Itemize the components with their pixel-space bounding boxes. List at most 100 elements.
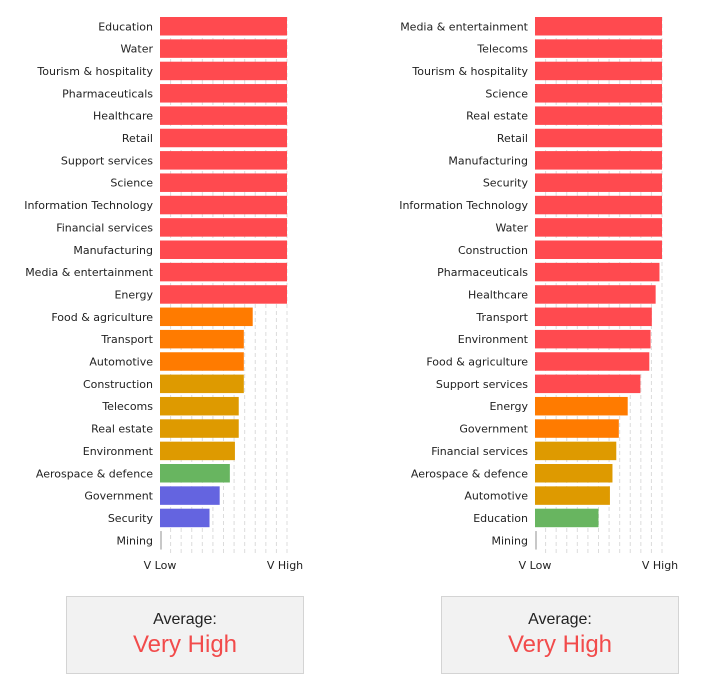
bar bbox=[535, 173, 662, 192]
category-label: Transport bbox=[100, 333, 153, 346]
bar bbox=[160, 464, 230, 483]
average-title: Average: bbox=[153, 611, 217, 628]
bar bbox=[160, 128, 287, 148]
category-label: Manufacturing bbox=[448, 154, 528, 167]
category-label: Energy bbox=[489, 400, 528, 413]
bar bbox=[160, 151, 287, 170]
bar bbox=[535, 106, 662, 125]
sector-risk-chart-right: Media & entertainment Telecoms Tourism & h… bbox=[399, 17, 678, 572]
category-label: Information Technology bbox=[24, 199, 153, 212]
category-label: Healthcare bbox=[93, 110, 153, 123]
category-label: Financial services bbox=[431, 445, 528, 458]
average-box-left: Average: Very High bbox=[66, 596, 304, 674]
bar bbox=[535, 240, 662, 259]
bar bbox=[535, 285, 656, 304]
bar bbox=[160, 307, 253, 327]
category-label: Pharmaceuticals bbox=[62, 87, 153, 100]
category-label: Water bbox=[120, 43, 153, 56]
bar bbox=[160, 39, 287, 58]
bar bbox=[160, 531, 162, 550]
category-label: Media & entertainment bbox=[400, 20, 528, 33]
bar bbox=[160, 352, 244, 371]
category-label: Automotive bbox=[464, 490, 528, 503]
bar bbox=[535, 329, 651, 349]
bar bbox=[535, 374, 641, 394]
category-label: Food & agriculture bbox=[426, 356, 528, 369]
category-label: Tourism & hospitality bbox=[36, 65, 153, 78]
bar bbox=[535, 218, 662, 237]
bar bbox=[535, 84, 662, 103]
category-label: Environment bbox=[83, 445, 154, 458]
average-box-right: Average: Very High bbox=[441, 596, 679, 674]
bar bbox=[535, 419, 619, 438]
bar bbox=[535, 464, 613, 483]
bar bbox=[160, 396, 239, 416]
category-label: Manufacturing bbox=[73, 244, 153, 257]
bar bbox=[535, 17, 662, 36]
category-label: Automotive bbox=[89, 356, 153, 369]
category-label: Education bbox=[473, 512, 528, 525]
bar bbox=[535, 508, 599, 528]
average-value: Very High bbox=[132, 631, 238, 658]
bar bbox=[535, 441, 617, 461]
category-label: Food & agriculture bbox=[51, 311, 153, 324]
category-label: Financial services bbox=[56, 221, 153, 234]
category-label: Support services bbox=[436, 378, 528, 391]
average-title: Average: bbox=[528, 611, 592, 628]
category-label: Real estate bbox=[91, 423, 153, 436]
category-label: Science bbox=[485, 87, 528, 100]
bar bbox=[160, 374, 244, 394]
bar bbox=[535, 151, 662, 170]
category-label: Education bbox=[98, 20, 153, 33]
category-label: Energy bbox=[114, 288, 153, 301]
axis-tick-label: V Low bbox=[144, 559, 177, 572]
category-label: Media & entertainment bbox=[25, 266, 153, 279]
bar bbox=[535, 531, 537, 550]
bar bbox=[160, 441, 235, 461]
category-label: Information Technology bbox=[399, 199, 528, 212]
category-label: Mining bbox=[491, 534, 528, 547]
bar bbox=[160, 419, 239, 438]
category-label: Telecoms bbox=[476, 43, 528, 56]
category-label: Environment bbox=[458, 333, 529, 346]
bar bbox=[160, 17, 287, 36]
axis-tick-label: V Low bbox=[519, 559, 552, 572]
bar bbox=[535, 352, 650, 371]
category-label: Aerospace & defence bbox=[36, 467, 153, 480]
category-label: Government bbox=[84, 490, 153, 503]
bar bbox=[160, 195, 287, 215]
bar bbox=[160, 486, 220, 505]
category-label: Construction bbox=[458, 244, 528, 257]
category-label: Security bbox=[483, 177, 529, 190]
bar bbox=[535, 396, 628, 416]
bar bbox=[535, 128, 662, 148]
category-label: Construction bbox=[83, 378, 153, 391]
bar bbox=[535, 486, 610, 505]
bar bbox=[160, 218, 287, 237]
bar bbox=[535, 61, 662, 81]
category-label: Real estate bbox=[466, 110, 528, 123]
bar bbox=[160, 84, 287, 103]
bar bbox=[160, 508, 210, 528]
bar bbox=[160, 240, 287, 259]
category-label: Science bbox=[110, 177, 153, 190]
category-label: Water bbox=[495, 221, 528, 234]
sector-risk-chart-left: Education Water Tourism & hospitality Pharm… bbox=[24, 17, 303, 572]
average-value: Very High bbox=[507, 631, 613, 658]
category-label: Pharmaceuticals bbox=[437, 266, 528, 279]
bar bbox=[535, 262, 660, 282]
category-label: Government bbox=[459, 423, 528, 436]
category-label: Aerospace & defence bbox=[411, 467, 528, 480]
bar bbox=[535, 307, 652, 327]
bar bbox=[160, 173, 287, 192]
bar bbox=[535, 195, 662, 215]
bar bbox=[160, 106, 287, 125]
axis-tick-label: V High bbox=[642, 559, 678, 572]
bar bbox=[160, 262, 287, 282]
axis-tick-label: V High bbox=[267, 559, 303, 572]
category-label: Retail bbox=[497, 132, 528, 145]
category-label: Transport bbox=[475, 311, 528, 324]
bar bbox=[160, 61, 287, 81]
category-label: Mining bbox=[116, 534, 153, 547]
category-label: Security bbox=[108, 512, 154, 525]
